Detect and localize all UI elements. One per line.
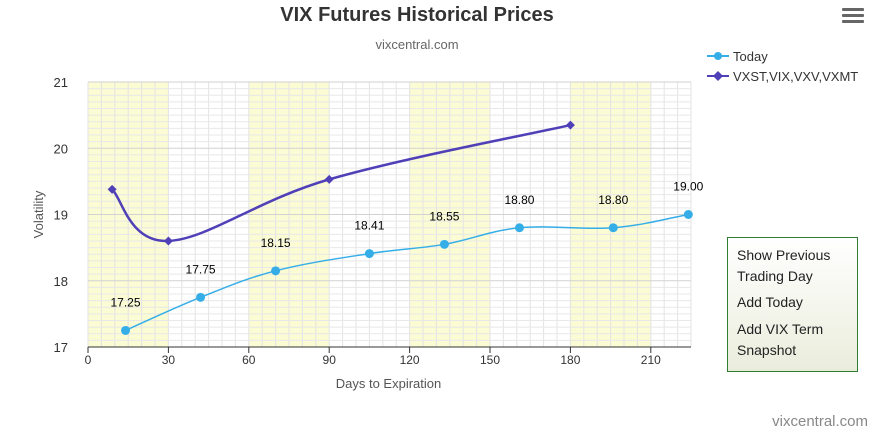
credit-link[interactable]: vixcentral.com <box>772 413 868 430</box>
data-label: 18.80 <box>504 193 534 207</box>
add-today-link[interactable]: Add Today <box>737 294 803 310</box>
x-tick-label: 120 <box>400 353 420 367</box>
circle-marker-icon <box>707 52 729 60</box>
x-tick-label: 60 <box>242 353 256 367</box>
y-tick-label: 19 <box>54 208 68 223</box>
trading-day-label: Trading Day <box>737 268 813 284</box>
x-tick-label: 30 <box>162 353 176 367</box>
data-point-circle <box>514 223 524 233</box>
y-tick-label: 18 <box>54 274 68 289</box>
data-point-circle <box>439 239 449 249</box>
y-tick-label: 17 <box>54 340 68 355</box>
chart-title: VIX Futures Historical Prices <box>280 4 554 26</box>
x-axis-title: Days to Expiration <box>336 376 442 391</box>
data-point-diamond <box>163 236 173 246</box>
show-previous-label: Show Previous <box>737 247 831 263</box>
data-label: 18.41 <box>354 219 384 233</box>
x-tick-label: 150 <box>480 353 500 367</box>
legend-item-term[interactable]: VXST,VIX,VXV,VXMT <box>707 66 858 86</box>
add-vix-term-snapshot-link[interactable]: Add VIX Term Snapshot <box>737 319 849 361</box>
data-label: 18.55 <box>429 209 459 223</box>
x-tick-label: 210 <box>641 353 661 367</box>
legend: Today VXST,VIX,VXV,VXMT <box>707 46 858 86</box>
data-label: 17.25 <box>111 295 141 309</box>
data-point-diamond <box>324 174 334 184</box>
data-point-circle <box>364 249 374 259</box>
y-tick-label: 21 <box>54 75 68 90</box>
action-panel: Show Previous Trading Day Add Today Add … <box>727 237 858 372</box>
chart-subtitle: vixcentral.com <box>375 37 459 52</box>
data-point-circle <box>121 325 131 335</box>
data-point-diamond <box>565 120 575 130</box>
data-point-circle <box>608 223 618 233</box>
data-label: 18.15 <box>261 236 291 250</box>
x-tick-label: 180 <box>560 353 580 367</box>
legend-label-today: Today <box>733 48 768 64</box>
snapshot-label: Snapshot <box>737 342 797 358</box>
data-point-circle <box>196 292 206 302</box>
data-label: 19.00 <box>673 180 703 194</box>
data-label: 17.75 <box>186 262 216 276</box>
x-tick-label: 90 <box>323 353 337 367</box>
x-tick-label: 0 <box>85 353 92 367</box>
y-tick-label: 20 <box>54 141 68 156</box>
data-point-circle <box>271 266 281 276</box>
data-point-circle <box>683 210 693 219</box>
add-vix-term-label: Add VIX Term <box>737 321 824 337</box>
hamburger-menu-icon[interactable] <box>842 6 864 26</box>
legend-label-term: VXST,VIX,VXV,VXMT <box>733 68 859 84</box>
diamond-marker-icon <box>707 71 729 81</box>
legend-item-today[interactable]: Today <box>707 46 858 66</box>
data-point-diamond <box>107 184 117 194</box>
data-label: 18.80 <box>598 193 628 207</box>
show-previous-trading-day-link[interactable]: Show Previous Trading Day <box>737 245 849 287</box>
y-axis-title: Volatility <box>31 190 46 238</box>
series-line-1 <box>111 123 571 243</box>
